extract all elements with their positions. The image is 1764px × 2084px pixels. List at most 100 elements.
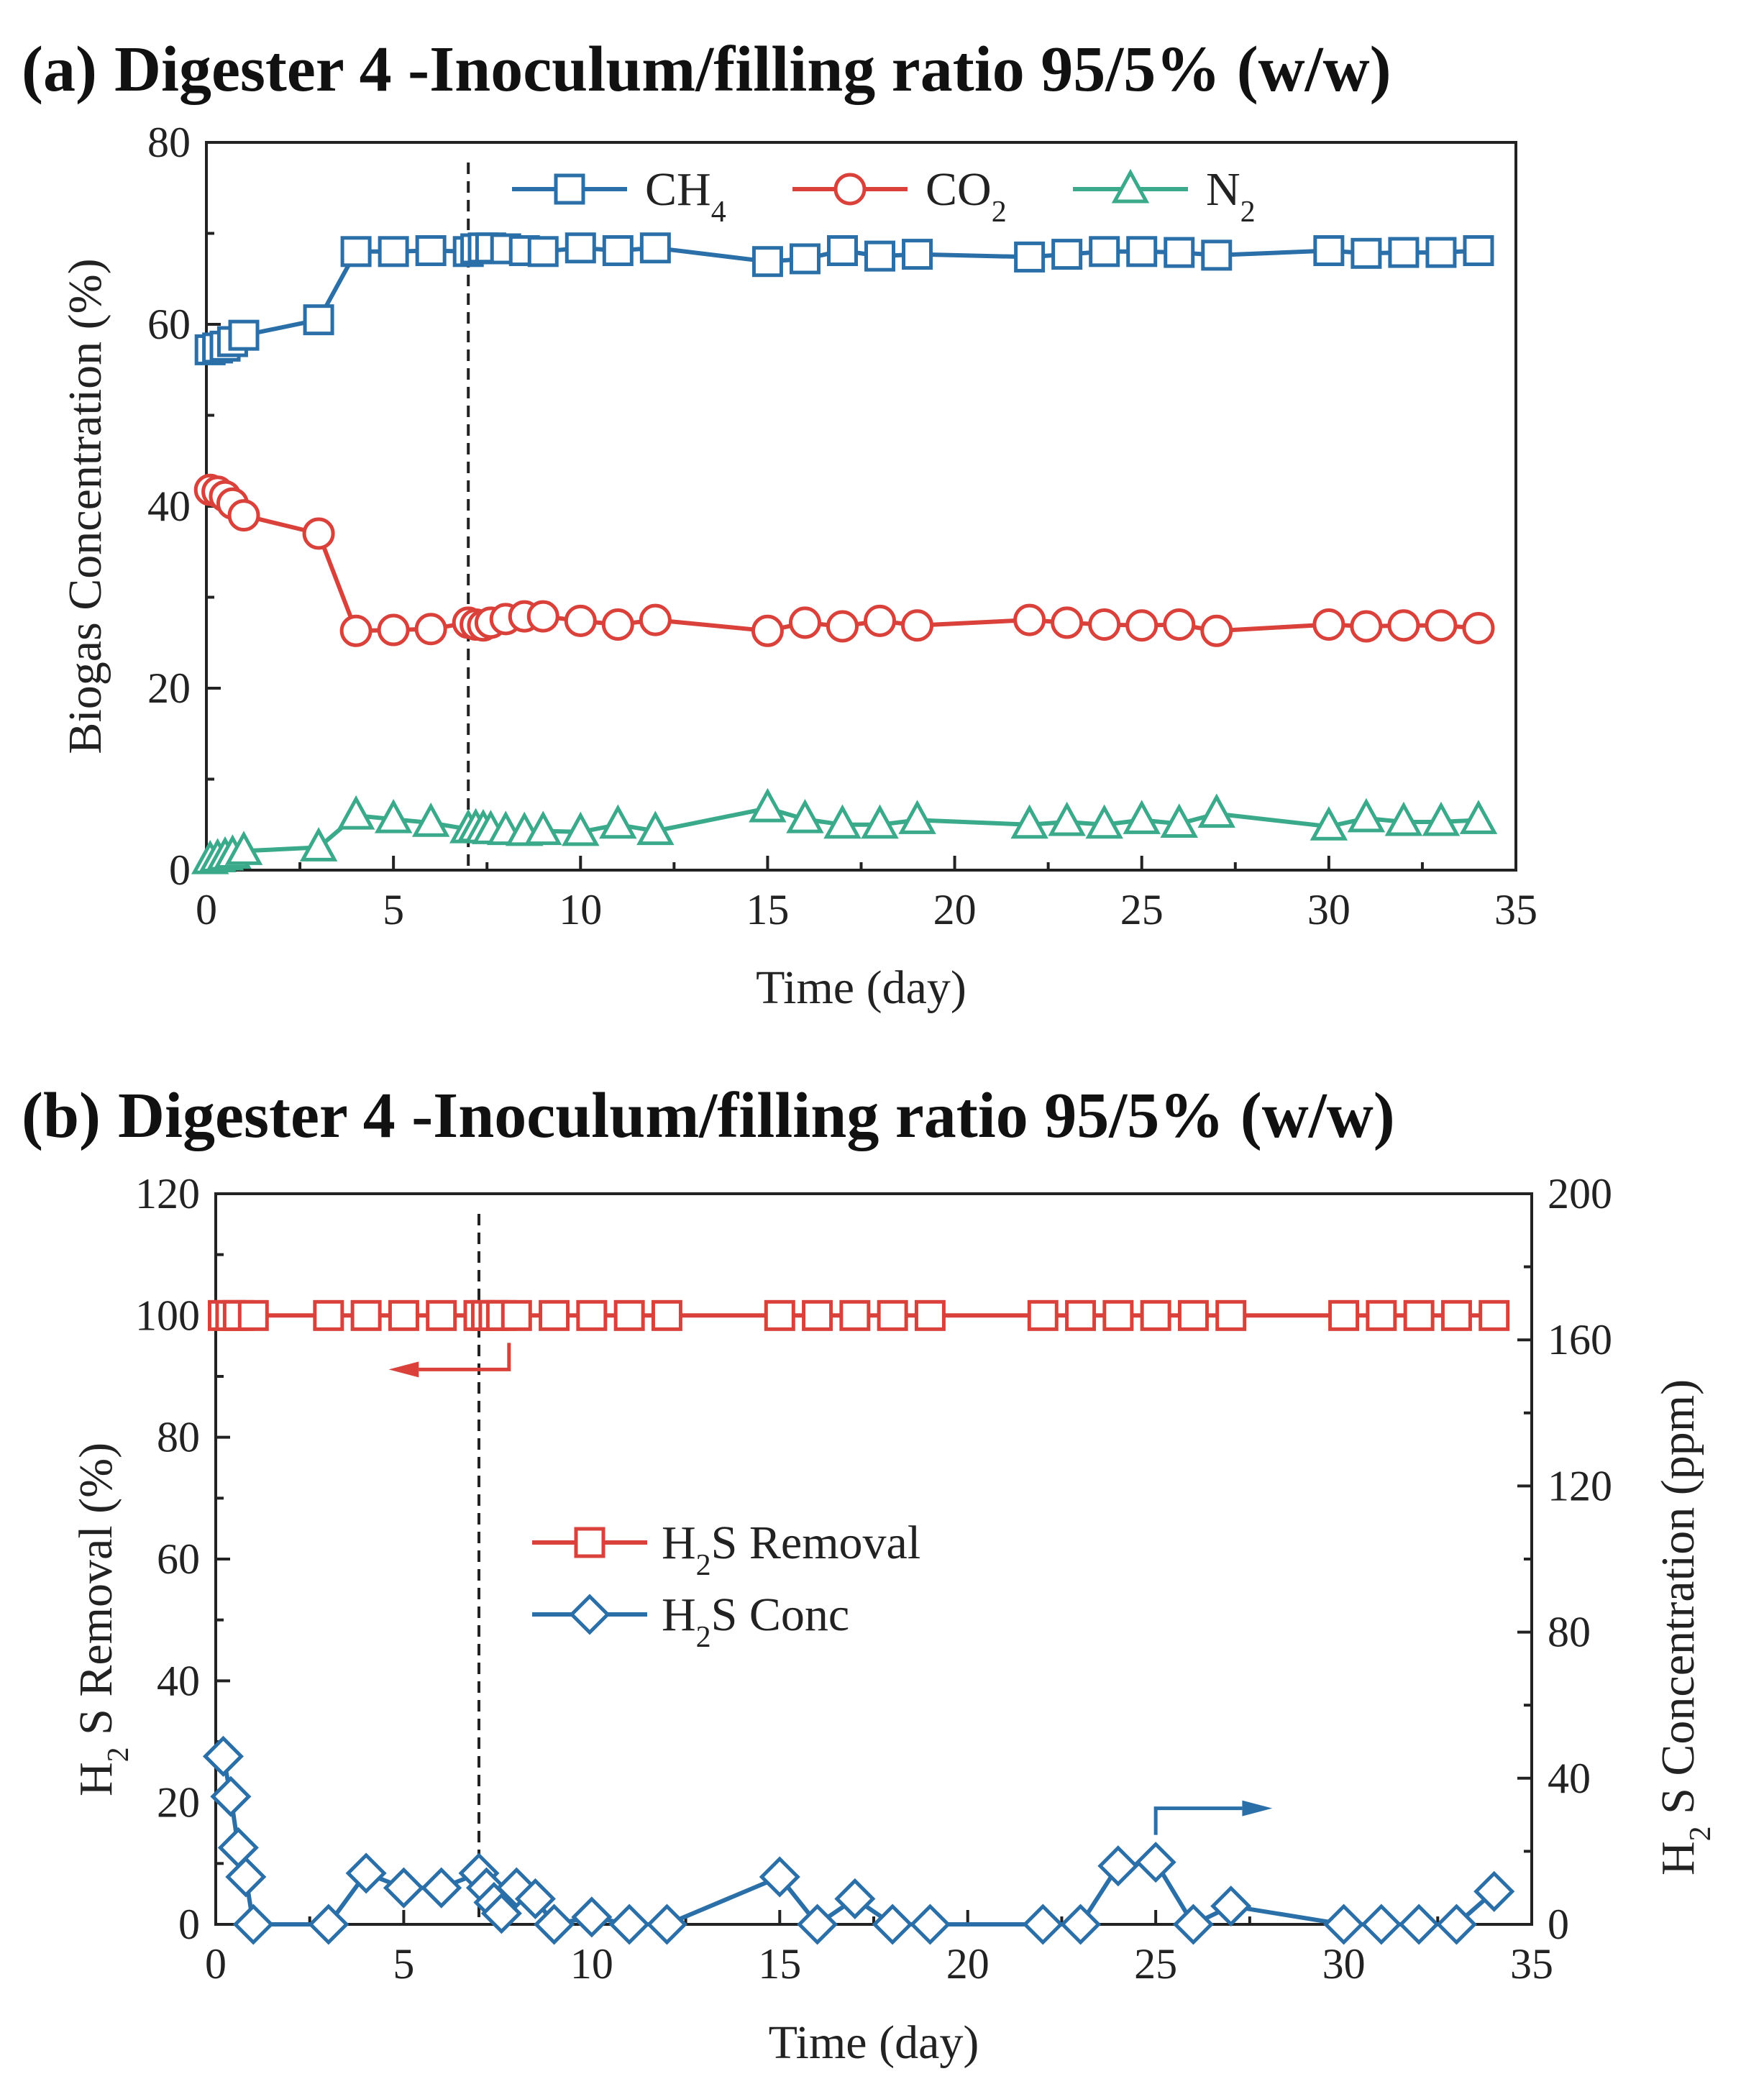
chart-a-ch4-point: [826, 235, 858, 267]
chart-a-ch4-point: [602, 235, 634, 267]
chart-b-conc-point: [308, 1904, 349, 1945]
chart-a-co2-point: [1312, 608, 1345, 641]
chart-a-co2-point: [639, 603, 672, 636]
chart-b-conc-point: [1060, 1904, 1102, 1945]
chart-a-n2-point: [861, 804, 899, 839]
chart-b-conc-point: [1022, 1904, 1064, 1945]
chart-a-co2-point: [751, 614, 784, 647]
chart-a-ch4-point: [378, 236, 409, 268]
chart-b-conc-point: [1473, 1870, 1515, 1912]
chart-b-removal-point: [576, 1299, 608, 1331]
panel-a-letter: (a): [22, 34, 97, 105]
chart-a-y-tick-label: 80: [147, 119, 191, 166]
chart-b-removal-point: [1215, 1299, 1247, 1331]
chart-b-removal-point: [1140, 1299, 1171, 1331]
chart-b-removal-point: [1027, 1299, 1059, 1331]
chart-b-conc-point: [480, 1893, 522, 1934]
chart-b-left-y-tick-label: 20: [157, 1779, 200, 1827]
chart-a-n2-point: [1123, 800, 1161, 834]
chart-b-conc-point: [232, 1904, 274, 1945]
chart-b-x-tick-label: 35: [1510, 1940, 1553, 1988]
chart-a-n2-point: [749, 787, 787, 823]
chart-a-n2-point: [374, 798, 413, 833]
chart-a-n2-point: [636, 810, 675, 846]
chart-a-co2-point: [1425, 609, 1458, 642]
chart-a-n2-point: [1048, 801, 1086, 836]
chart-a-ch4-point: [303, 304, 334, 336]
chart-a-x-tick-label: 30: [1307, 886, 1351, 933]
chart-b-x-tick-label: 0: [205, 1940, 227, 1988]
chart-a-n2-point: [898, 800, 936, 834]
chart-b-removal-point: [877, 1299, 908, 1331]
chart-b-x-tick-label: 25: [1134, 1940, 1177, 1988]
legend-a-n2-marker: [1111, 168, 1150, 204]
chart-a-y-axis-title: Biogas Concentration (%): [59, 258, 111, 754]
chart-a-ch4-point: [864, 240, 896, 272]
chart-a-ch4-point: [1201, 239, 1233, 271]
chart-a-n2-point: [1197, 793, 1235, 828]
chart-a-co2-point: [302, 517, 335, 550]
chart-a-co2-point: [564, 604, 597, 637]
chart-b-right-axis-arrow: [1153, 1806, 1243, 1835]
chart-a-ch4-point: [639, 232, 671, 264]
legend-b-removal-marker: [574, 1527, 605, 1558]
chart-a-x-tick-label: 35: [1494, 886, 1537, 933]
chart-a-co2-point: [339, 614, 373, 647]
chart-b-right-axis-arrowhead: [1242, 1800, 1273, 1816]
chart-b-removal-point: [1479, 1299, 1510, 1331]
chart-b-conc-point: [210, 1775, 252, 1817]
chart-b-removal-point: [539, 1299, 570, 1331]
chart-a-co2-point: [414, 613, 447, 646]
chart-a-legend-ch4-label: CH4: [645, 163, 726, 229]
chart-b-conc-point: [909, 1904, 951, 1945]
chart-a-legend-co2-label: CO2: [926, 163, 1007, 229]
chart-b-conc-point: [1323, 1904, 1365, 1945]
chart-b-removal-point: [350, 1299, 382, 1331]
chart-a-n2-point: [1160, 803, 1198, 838]
chart-b-right-y-tick-label: 160: [1548, 1316, 1612, 1363]
chart-b-x-tick-label: 10: [570, 1940, 613, 1988]
chart-b-left-y-tick-label: 40: [157, 1657, 200, 1704]
chart-b-removal-point: [237, 1299, 269, 1331]
chart-a-ch4-point: [789, 243, 821, 275]
chart-b-removal-point: [839, 1299, 871, 1331]
chart-b-conc-point: [1097, 1845, 1139, 1887]
chart-b-conc-point: [797, 1904, 838, 1945]
chart-b-left-axis-arrow: [419, 1343, 511, 1371]
chart-b-left-y-tick-label: 0: [178, 1901, 200, 1948]
chart-b-removal-point: [388, 1299, 419, 1331]
chart-b-right-y-tick-label: 200: [1548, 1170, 1612, 1217]
chart-b-x-tick-label: 5: [393, 1940, 414, 1988]
chart-a-x-tick-label: 25: [1120, 886, 1164, 933]
chart-b-x-tick-label: 20: [946, 1940, 990, 1988]
chart-a-x-tick-label: 20: [933, 886, 977, 933]
chart-a-co2-point: [788, 606, 821, 639]
chart-b-removal-point: [501, 1299, 532, 1331]
chart-a-n2-point: [1310, 806, 1348, 841]
chart-a-ch4-point: [565, 232, 596, 264]
chart-b-removal-point: [802, 1299, 833, 1331]
chart-b-conc-point: [872, 1904, 913, 1945]
chart-a-co2-point: [227, 499, 260, 532]
chart-b-conc-point: [1210, 1886, 1252, 1927]
chart-b-removal-point: [1177, 1299, 1209, 1331]
chart-b-removal-point: [426, 1299, 457, 1331]
chart-a-ch4-point: [1164, 237, 1195, 268]
chart-a-ch4-point: [1014, 241, 1046, 273]
chart-b-conc-point: [1398, 1904, 1440, 1945]
chart-b-removal-point: [651, 1299, 682, 1331]
chart-a-n2-point: [337, 795, 375, 830]
chart-b-left-y-tick-label: 60: [157, 1535, 200, 1583]
chart-a-ch4-point: [1126, 236, 1158, 268]
chart-b-removal-point: [1328, 1299, 1360, 1331]
chart-b-conc-point: [834, 1878, 876, 1919]
legend-b-conc-marker: [569, 1594, 611, 1635]
chart-a-n2-point: [1347, 798, 1386, 833]
chart-b-conc-point: [1361, 1904, 1402, 1945]
panel-a-title-text: Digester 4 -Inoculum/filling ratio 95/5%…: [114, 34, 1391, 105]
chart-a-n2-point: [823, 804, 862, 839]
chart-a-co2-point: [601, 608, 634, 641]
chart-a-co2-point: [526, 600, 559, 633]
chart-a-co2-point: [377, 613, 410, 646]
